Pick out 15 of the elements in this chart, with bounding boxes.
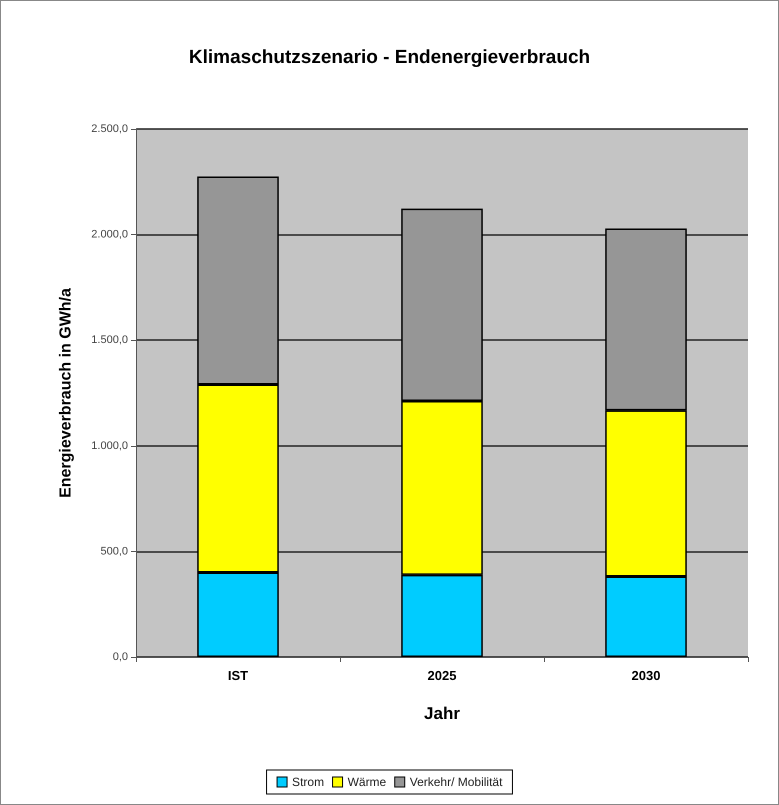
y-axis-title: Energieverbrauch in GWh/a xyxy=(58,288,74,498)
y-tick-label: 1.500,0 xyxy=(91,334,128,346)
legend-label: Wärme xyxy=(348,775,387,789)
chart-title: Klimaschutzszenario - Endenergieverbrauch xyxy=(188,47,590,68)
x-tick-label: 2030 xyxy=(632,668,660,683)
y-tick-label: 0,0 xyxy=(112,651,128,663)
y-tick-label: 2.000,0 xyxy=(91,228,128,241)
x-tick-label: 2025 xyxy=(428,668,456,683)
y-tick-label: 2.500,0 xyxy=(91,123,128,135)
x-axis-title: Jahr xyxy=(424,704,460,723)
y-tick-label: 1.000,0 xyxy=(91,440,128,452)
y-tick-label: 500,0 xyxy=(100,545,128,558)
legend-label: Strom xyxy=(292,775,324,789)
legend-label: Verkehr/ Mobilität xyxy=(410,775,504,789)
x-tick-label: IST xyxy=(228,668,248,683)
